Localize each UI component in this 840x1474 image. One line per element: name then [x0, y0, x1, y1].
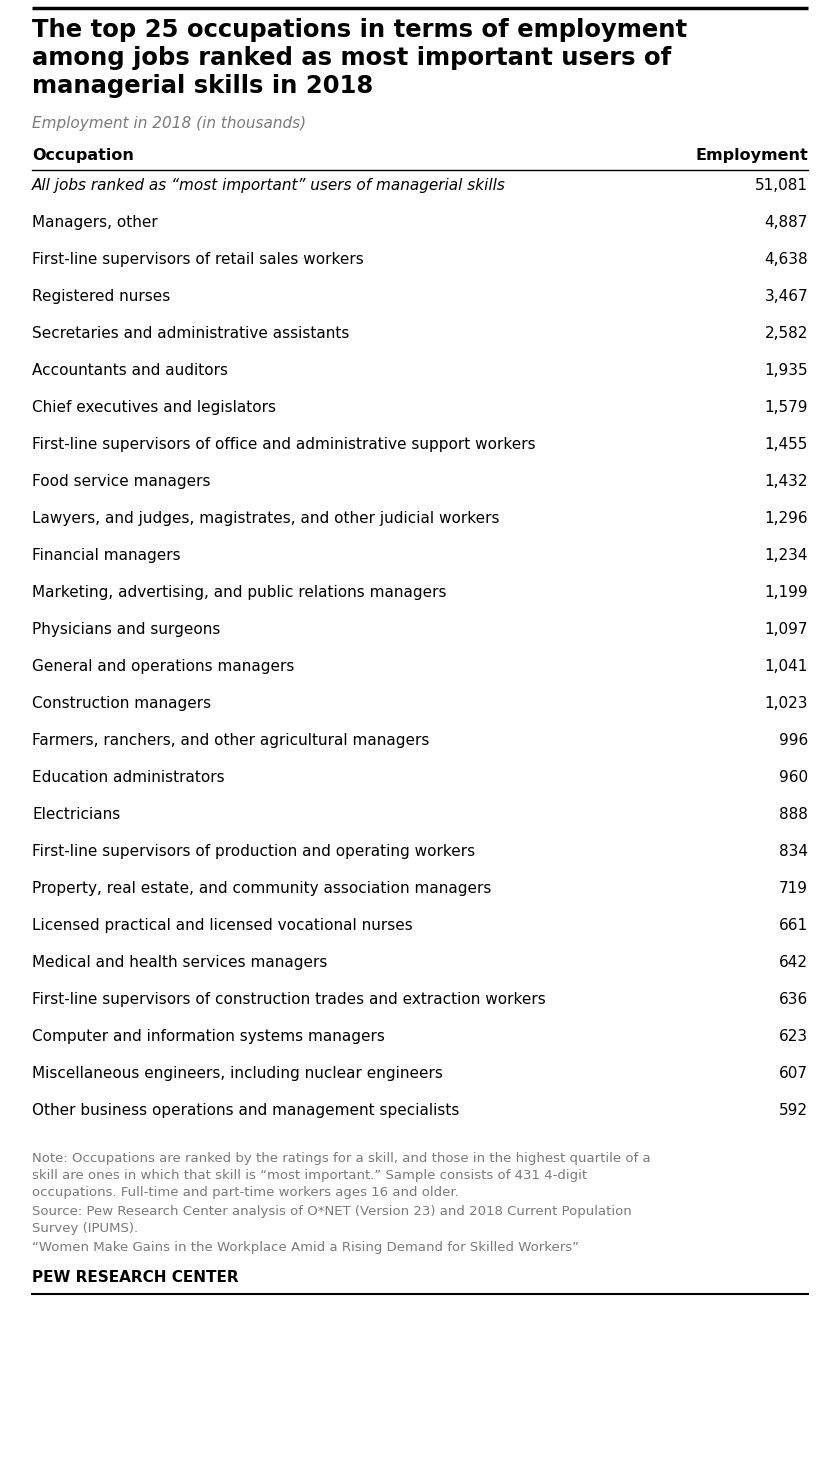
- Text: 1,296: 1,296: [764, 511, 808, 526]
- Text: Marketing, advertising, and public relations managers: Marketing, advertising, and public relat…: [32, 585, 447, 600]
- Text: Secretaries and administrative assistants: Secretaries and administrative assistant…: [32, 326, 349, 340]
- Text: 1,579: 1,579: [764, 399, 808, 416]
- Text: 834: 834: [779, 845, 808, 859]
- Text: managerial skills in 2018: managerial skills in 2018: [32, 74, 373, 97]
- Text: All jobs ranked as “most important” users of managerial skills: All jobs ranked as “most important” user…: [32, 178, 506, 193]
- Text: 1,432: 1,432: [764, 475, 808, 489]
- Text: Computer and information systems managers: Computer and information systems manager…: [32, 1029, 385, 1044]
- Text: 1,234: 1,234: [764, 548, 808, 563]
- Text: Farmers, ranchers, and other agricultural managers: Farmers, ranchers, and other agricultura…: [32, 733, 429, 747]
- Text: Chief executives and legislators: Chief executives and legislators: [32, 399, 276, 416]
- Text: “Women Make Gains in the Workplace Amid a Rising Demand for Skilled Workers”: “Women Make Gains in the Workplace Amid …: [32, 1241, 579, 1254]
- Text: 996: 996: [779, 733, 808, 747]
- Text: Accountants and auditors: Accountants and auditors: [32, 363, 228, 377]
- Text: Licensed practical and licensed vocational nurses: Licensed practical and licensed vocation…: [32, 918, 412, 933]
- Text: Lawyers, and judges, magistrates, and other judicial workers: Lawyers, and judges, magistrates, and ot…: [32, 511, 500, 526]
- Text: Survey (IPUMS).: Survey (IPUMS).: [32, 1222, 138, 1235]
- Text: 642: 642: [779, 955, 808, 970]
- Text: Miscellaneous engineers, including nuclear engineers: Miscellaneous engineers, including nucle…: [32, 1066, 443, 1080]
- Text: 636: 636: [779, 992, 808, 1007]
- Text: 623: 623: [779, 1029, 808, 1044]
- Text: 607: 607: [779, 1066, 808, 1080]
- Text: Managers, other: Managers, other: [32, 215, 158, 230]
- Text: 661: 661: [779, 918, 808, 933]
- Text: Financial managers: Financial managers: [32, 548, 181, 563]
- Text: PEW RESEARCH CENTER: PEW RESEARCH CENTER: [32, 1271, 239, 1285]
- Text: 719: 719: [779, 881, 808, 896]
- Text: 1,041: 1,041: [764, 659, 808, 674]
- Text: 3,467: 3,467: [764, 289, 808, 304]
- Text: The top 25 occupations in terms of employment: The top 25 occupations in terms of emplo…: [32, 18, 687, 41]
- Text: occupations. Full-time and part-time workers ages 16 and older.: occupations. Full-time and part-time wor…: [32, 1187, 459, 1198]
- Text: 888: 888: [780, 806, 808, 822]
- Text: Note: Occupations are ranked by the ratings for a skill, and those in the highes: Note: Occupations are ranked by the rati…: [32, 1153, 651, 1164]
- Text: Source: Pew Research Center analysis of O*NET (Version 23) and 2018 Current Popu: Source: Pew Research Center analysis of …: [32, 1206, 632, 1218]
- Text: Employment in 2018 (in thousands): Employment in 2018 (in thousands): [32, 116, 306, 131]
- Text: Employment: Employment: [696, 147, 808, 164]
- Text: First-line supervisors of office and administrative support workers: First-line supervisors of office and adm…: [32, 436, 536, 453]
- Text: 51,081: 51,081: [755, 178, 808, 193]
- Text: 592: 592: [779, 1103, 808, 1117]
- Text: Other business operations and management specialists: Other business operations and management…: [32, 1103, 459, 1117]
- Text: 1,935: 1,935: [764, 363, 808, 377]
- Text: General and operations managers: General and operations managers: [32, 659, 294, 674]
- Text: Construction managers: Construction managers: [32, 696, 211, 710]
- Text: First-line supervisors of retail sales workers: First-line supervisors of retail sales w…: [32, 252, 364, 267]
- Text: Medical and health services managers: Medical and health services managers: [32, 955, 328, 970]
- Text: Occupation: Occupation: [32, 147, 134, 164]
- Text: 1,455: 1,455: [764, 436, 808, 453]
- Text: Registered nurses: Registered nurses: [32, 289, 171, 304]
- Text: Food service managers: Food service managers: [32, 475, 211, 489]
- Text: Physicians and surgeons: Physicians and surgeons: [32, 622, 220, 637]
- Text: Education administrators: Education administrators: [32, 769, 224, 786]
- Text: 4,638: 4,638: [764, 252, 808, 267]
- Text: 4,887: 4,887: [764, 215, 808, 230]
- Text: Property, real estate, and community association managers: Property, real estate, and community ass…: [32, 881, 491, 896]
- Text: among jobs ranked as most important users of: among jobs ranked as most important user…: [32, 46, 671, 69]
- Text: Electricians: Electricians: [32, 806, 120, 822]
- Text: First-line supervisors of construction trades and extraction workers: First-line supervisors of construction t…: [32, 992, 546, 1007]
- Text: 1,097: 1,097: [764, 622, 808, 637]
- Text: 1,023: 1,023: [764, 696, 808, 710]
- Text: skill are ones in which that skill is “most important.” Sample consists of 431 4: skill are ones in which that skill is “m…: [32, 1169, 587, 1182]
- Text: 960: 960: [779, 769, 808, 786]
- Text: First-line supervisors of production and operating workers: First-line supervisors of production and…: [32, 845, 475, 859]
- Text: 1,199: 1,199: [764, 585, 808, 600]
- Text: 2,582: 2,582: [764, 326, 808, 340]
